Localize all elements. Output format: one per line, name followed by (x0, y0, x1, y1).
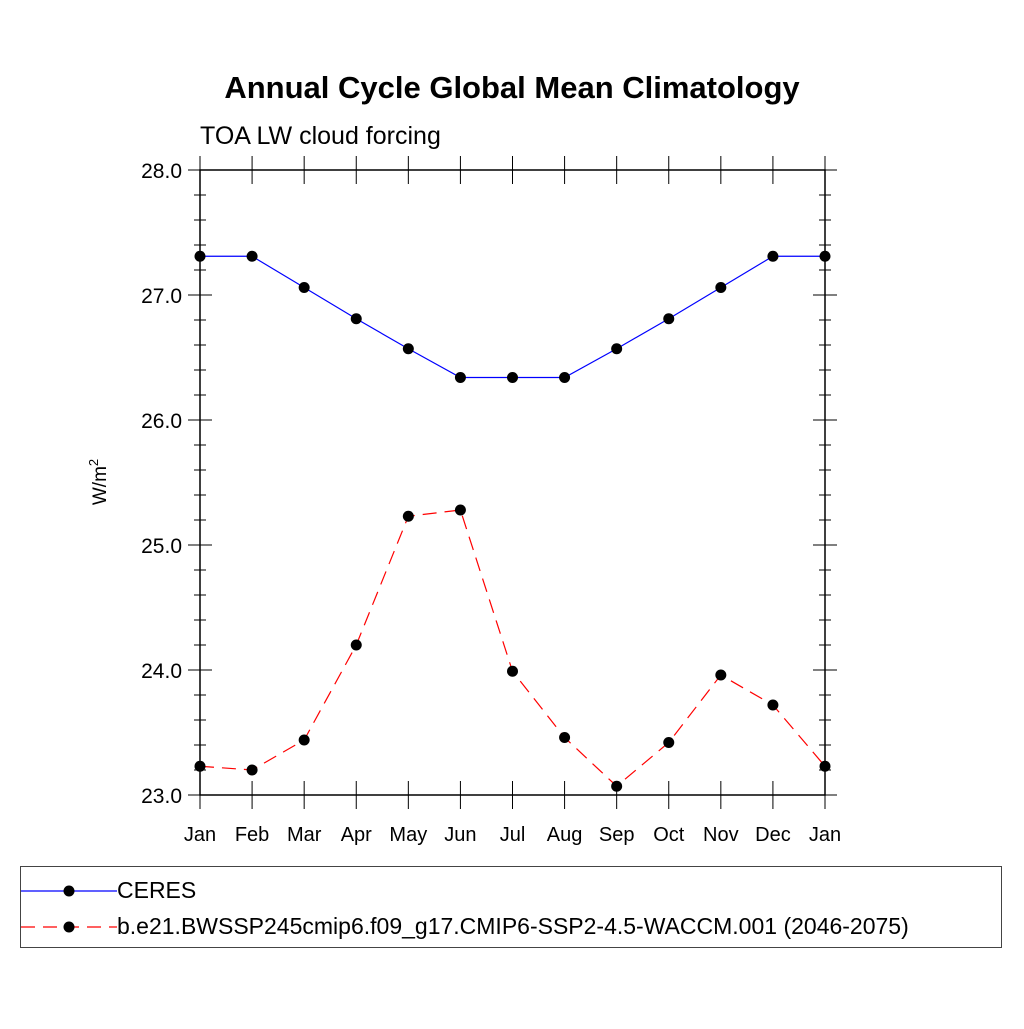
data-point-model (767, 699, 779, 711)
x-tick-label: Dec (755, 824, 791, 846)
chart-subtitle: TOA LW cloud forcing (200, 122, 441, 150)
y-tick-label: 28.0 (141, 160, 182, 183)
x-tick-label: Aug (547, 824, 583, 846)
data-point-ceres (298, 282, 310, 293)
legend-label-model: b.e21.BWSSP245cmip6.f09_g17.CMIP6-SSP2-4… (117, 913, 909, 939)
data-point-ceres (402, 343, 414, 355)
y-axis-label-superscript: 2 (86, 459, 101, 466)
data-point-ceres (246, 250, 258, 262)
data-point-ceres (767, 250, 779, 262)
y-tick-label: 24.0 (141, 660, 182, 683)
y-tick-label: 23.0 (141, 785, 182, 808)
x-tick-label: Mar (287, 824, 322, 846)
data-point-model (663, 737, 675, 748)
data-point-ceres (507, 372, 518, 383)
data-point-model (246, 764, 258, 776)
x-tick-label: May (389, 824, 427, 846)
legend: CERES b.e21.BWSSP245cmip6.f09_g17.CMIP6-… (20, 866, 1002, 948)
data-point-ceres (611, 343, 623, 355)
data-point-ceres (454, 372, 466, 383)
data-point-ceres (663, 313, 675, 325)
x-tick-label: Jul (500, 824, 526, 846)
y-tick-label: 25.0 (141, 535, 182, 558)
data-point-model (819, 760, 831, 772)
data-point-model (611, 780, 623, 792)
y-tick-label: 26.0 (141, 410, 182, 433)
data-point-model (715, 669, 727, 681)
legend-label-ceres: CERES (117, 877, 197, 903)
data-point-ceres (194, 250, 206, 262)
data-point-model (402, 510, 414, 522)
data-point-ceres (819, 250, 831, 262)
x-tick-label: Feb (235, 824, 269, 846)
legend-swatch-ceres (21, 885, 117, 897)
data-point-ceres (715, 282, 727, 293)
legend-marker-ceres (63, 885, 75, 897)
series-group (194, 250, 831, 792)
x-tick-label: Apr (341, 824, 372, 846)
chart-title: Annual Cycle Global Mean Climatology (224, 70, 800, 105)
data-point-model (298, 734, 310, 746)
legend-swatch-model (21, 921, 117, 933)
data-point-ceres (350, 313, 362, 325)
data-point-ceres (559, 372, 571, 383)
plot-area-frame (199, 169, 826, 796)
y-tick-label: 27.0 (141, 285, 182, 308)
legend-marker-model (63, 921, 75, 933)
x-axis: Jan Feb Mar Apr May Jun Jul Aug Sep Oct Nov Dec Jan (184, 156, 841, 846)
x-tick-label: Sep (599, 824, 635, 846)
data-point-model (194, 760, 206, 772)
x-tick-label: Nov (703, 824, 739, 846)
data-point-model (507, 665, 518, 677)
data-point-model (559, 732, 571, 743)
x-tick-label: Jan (184, 824, 216, 846)
y-axis-label-unit: W/m (90, 466, 111, 505)
y-axis: 23.0 24.0 25.0 26.0 27.0 28.0 (141, 160, 837, 808)
series-line-model (199, 509, 826, 788)
x-tick-label: Jun (444, 824, 476, 846)
data-point-model (350, 639, 362, 651)
x-tick-label: Jan (809, 824, 841, 846)
y-axis-label: W/m2 (86, 459, 111, 505)
data-point-model (454, 504, 466, 516)
x-tick-label: Oct (653, 824, 685, 846)
legend-entry-model: b.e21.BWSSP245cmip6.f09_g17.CMIP6-SSP2-4… (21, 911, 1001, 941)
legend-entry-ceres: CERES (21, 875, 1001, 905)
series-line-ceres (200, 255, 825, 379)
